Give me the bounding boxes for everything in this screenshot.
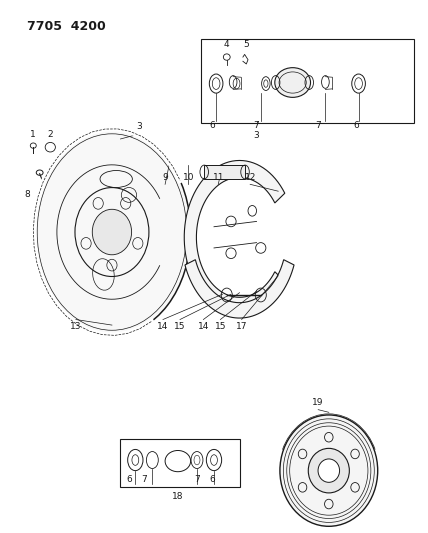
Text: 17: 17 — [236, 322, 247, 331]
Ellipse shape — [308, 448, 349, 493]
Text: 15: 15 — [174, 322, 186, 331]
Text: 14: 14 — [157, 322, 169, 331]
Ellipse shape — [275, 68, 311, 98]
Text: 6: 6 — [126, 475, 132, 484]
Ellipse shape — [280, 415, 378, 526]
Bar — [120, 439, 240, 487]
Text: 1: 1 — [30, 130, 36, 139]
Text: 14: 14 — [198, 322, 209, 331]
Text: 13: 13 — [70, 322, 82, 331]
Text: 6: 6 — [209, 475, 215, 484]
Bar — [204, 165, 245, 179]
Text: 19: 19 — [312, 398, 324, 407]
Polygon shape — [184, 160, 285, 314]
Text: 4: 4 — [224, 40, 229, 49]
Polygon shape — [185, 260, 294, 318]
Text: 3: 3 — [137, 122, 143, 131]
Text: 2: 2 — [48, 130, 53, 139]
Text: 15: 15 — [214, 322, 226, 331]
Ellipse shape — [318, 459, 339, 482]
Text: 5: 5 — [243, 40, 249, 49]
Text: 7: 7 — [194, 475, 200, 484]
Text: 3: 3 — [254, 131, 259, 140]
Text: 7705  4200: 7705 4200 — [27, 20, 106, 33]
Bar — [201, 38, 414, 123]
Text: 10: 10 — [183, 173, 194, 182]
Text: 8: 8 — [25, 190, 30, 199]
Text: 11: 11 — [213, 173, 224, 182]
Ellipse shape — [33, 128, 190, 335]
Text: 7: 7 — [141, 475, 147, 484]
Text: 12: 12 — [244, 173, 256, 182]
Text: 7: 7 — [315, 120, 321, 130]
Text: 6: 6 — [354, 120, 360, 130]
Text: 6: 6 — [209, 120, 215, 130]
Text: 7: 7 — [254, 120, 259, 130]
Text: 18: 18 — [172, 492, 184, 501]
Text: 9: 9 — [162, 173, 168, 182]
Ellipse shape — [92, 209, 132, 255]
